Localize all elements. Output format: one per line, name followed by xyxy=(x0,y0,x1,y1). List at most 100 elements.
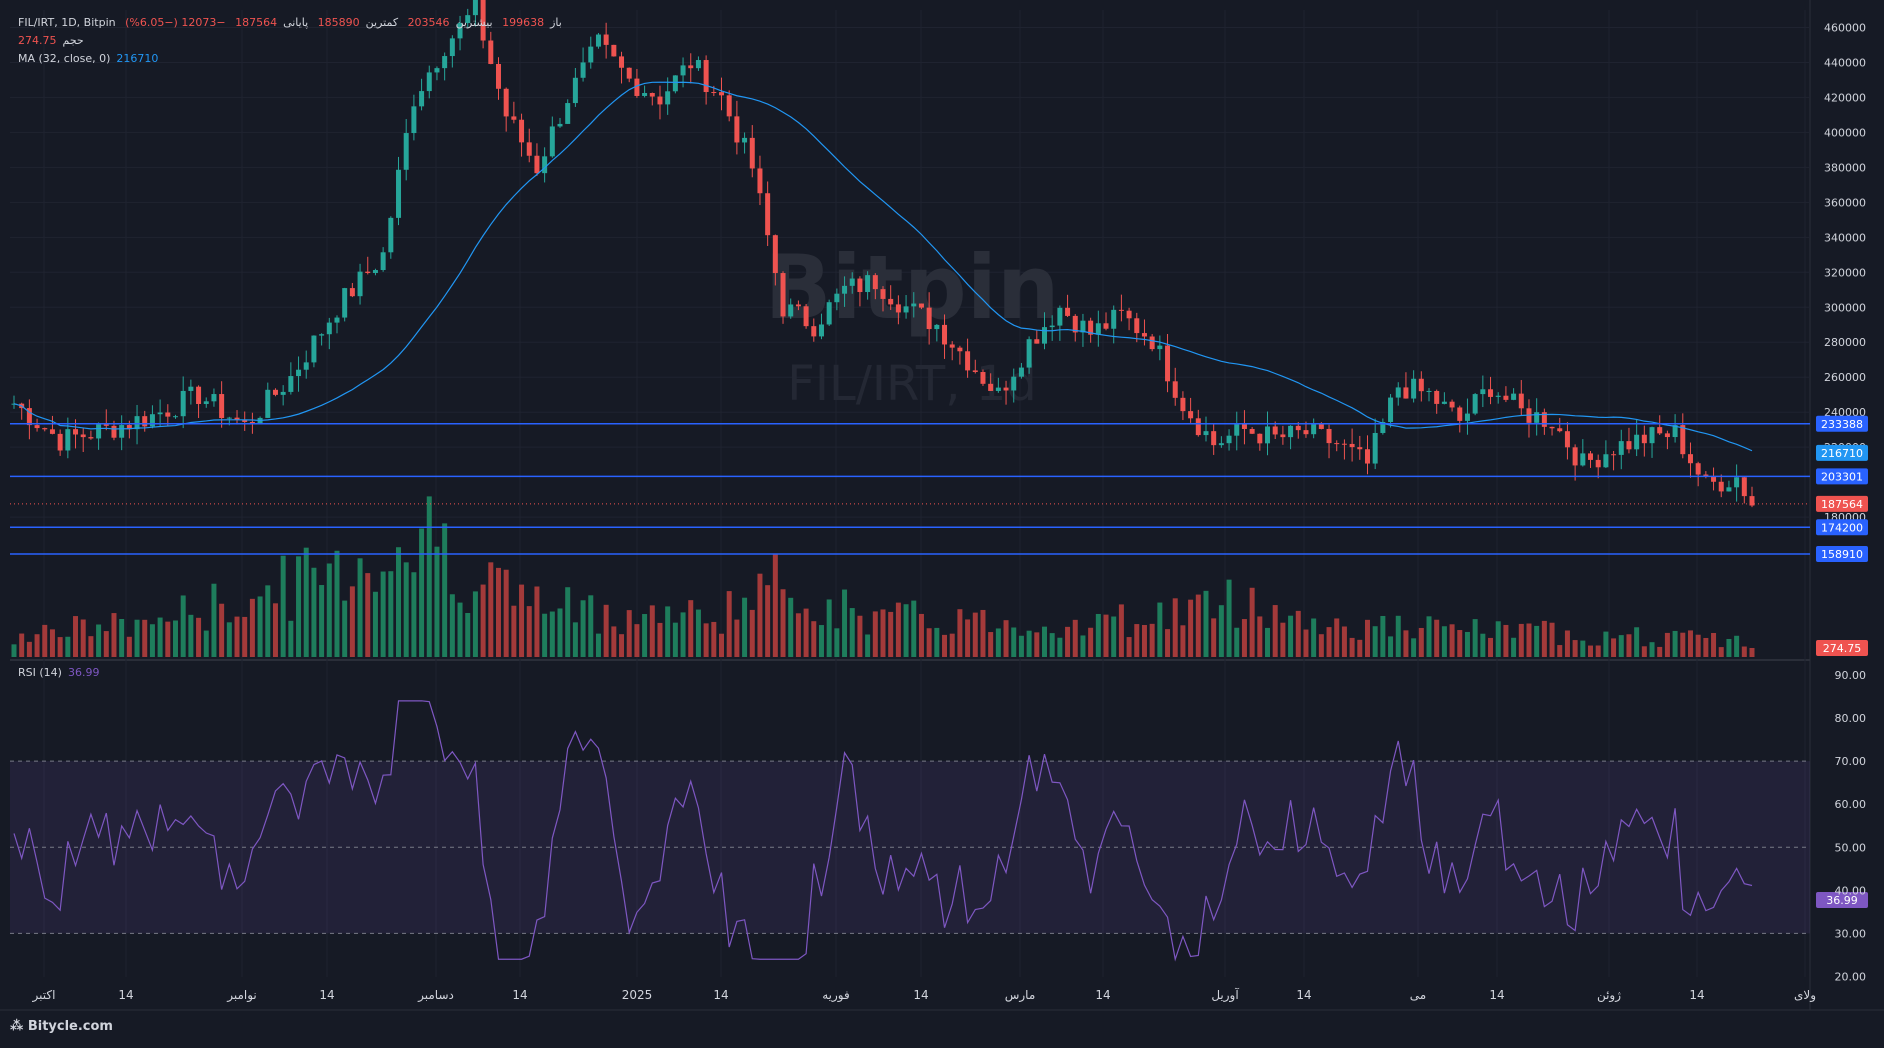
candle-up xyxy=(396,169,402,218)
volume-bar xyxy=(1126,637,1132,657)
volume-bar xyxy=(1388,636,1394,657)
volume-bar xyxy=(73,616,79,657)
level-price-badge xyxy=(1816,468,1868,485)
volume-bar xyxy=(1718,647,1724,657)
volume-bar xyxy=(1403,630,1409,657)
candle-down xyxy=(103,424,109,426)
candle-up xyxy=(1634,434,1640,450)
ma-legend: MA (32, close, 0) 216710 xyxy=(18,52,164,65)
rsi-tick-label: 90.00 xyxy=(1835,669,1867,682)
candle-down xyxy=(1326,428,1332,444)
candle-down xyxy=(1664,433,1670,438)
volume-bar xyxy=(96,624,102,657)
candle-up xyxy=(1026,339,1032,368)
volume-bar xyxy=(1195,594,1201,657)
candle-up xyxy=(542,156,548,174)
candle-down xyxy=(1303,430,1309,435)
volume-bar xyxy=(957,609,963,657)
candle-down xyxy=(780,273,786,317)
price-tick-label: 280000 xyxy=(1824,336,1866,349)
volume-bar xyxy=(411,572,417,657)
candle-down xyxy=(1295,425,1301,431)
candle-down xyxy=(34,425,40,429)
candle-down xyxy=(603,34,609,45)
volume-bar xyxy=(1449,624,1455,657)
volume-bar xyxy=(119,618,125,657)
candle-up xyxy=(326,322,332,335)
volume-bar xyxy=(419,528,425,657)
volume-bar xyxy=(672,622,678,657)
volume-bar xyxy=(1641,646,1647,657)
volume-bar xyxy=(1065,626,1071,657)
candle-up xyxy=(1157,345,1163,350)
candle-down xyxy=(519,119,525,143)
candle-down xyxy=(1595,459,1601,468)
volume-bar xyxy=(711,621,717,657)
candle-down xyxy=(1034,339,1040,344)
volume-bar xyxy=(795,613,801,657)
volume-bar xyxy=(388,571,394,657)
volume-bar xyxy=(1472,619,1478,657)
candle-down xyxy=(957,347,963,352)
candle-down xyxy=(611,44,617,57)
candle-down xyxy=(1741,477,1747,497)
candle-up xyxy=(311,335,317,363)
candle-down xyxy=(1588,453,1594,460)
volume-bar xyxy=(888,611,894,657)
candle-down xyxy=(1003,387,1009,391)
candle-up xyxy=(595,34,601,47)
volume-bar xyxy=(1241,619,1247,657)
volume-bar xyxy=(1426,616,1432,657)
candle-up xyxy=(742,137,748,143)
candle-up xyxy=(342,288,348,318)
candle-down xyxy=(711,92,717,94)
candle-up xyxy=(357,271,363,297)
legend-close-label: پایانی xyxy=(283,16,309,29)
volume-bar xyxy=(918,613,924,657)
legend-low-label: کمترین xyxy=(365,16,399,29)
volume-bar xyxy=(965,619,971,657)
candle-up xyxy=(96,424,102,439)
candle-up xyxy=(1203,431,1209,436)
volume-bar xyxy=(1711,632,1717,657)
volume-bar xyxy=(1349,637,1355,657)
candle-down xyxy=(988,383,994,391)
volume-price-label: 274.75 xyxy=(1823,642,1862,655)
candle-down xyxy=(1703,474,1709,476)
volume-bar xyxy=(88,636,94,657)
level-price-label: 203301 xyxy=(1821,470,1863,483)
volume-bar xyxy=(149,624,155,657)
price-tick-label: 460000 xyxy=(1824,21,1866,34)
candle-up xyxy=(288,376,294,392)
volume-bar xyxy=(1726,638,1732,657)
volume-bar xyxy=(280,555,286,657)
volume-bar xyxy=(1649,642,1655,657)
volume-bar xyxy=(619,634,625,657)
candle-down xyxy=(872,275,878,290)
volume-bar xyxy=(642,614,648,657)
candle-up xyxy=(180,390,186,417)
candle-up xyxy=(372,270,378,274)
legend-ma-label: MA (32, close, 0) xyxy=(18,52,111,65)
level-price-label: 158910 xyxy=(1821,548,1863,561)
candle-down xyxy=(1687,454,1693,464)
volume-bar xyxy=(503,569,509,657)
candle-up xyxy=(472,0,478,16)
candle-down xyxy=(73,429,79,435)
candle-down xyxy=(734,116,740,143)
volume-bar xyxy=(1034,632,1040,657)
candle-down xyxy=(511,116,517,120)
volume-bar xyxy=(1249,587,1255,657)
candle-down xyxy=(1341,443,1347,445)
volume-bar xyxy=(1564,630,1570,657)
candle-up xyxy=(1395,387,1401,398)
candle-down xyxy=(619,56,625,68)
brand-icon: ⁂ xyxy=(10,1019,28,1034)
volume-bar xyxy=(934,627,940,657)
volume-bar xyxy=(788,597,794,657)
volume-bar xyxy=(542,613,548,657)
candle-down xyxy=(1541,412,1547,427)
